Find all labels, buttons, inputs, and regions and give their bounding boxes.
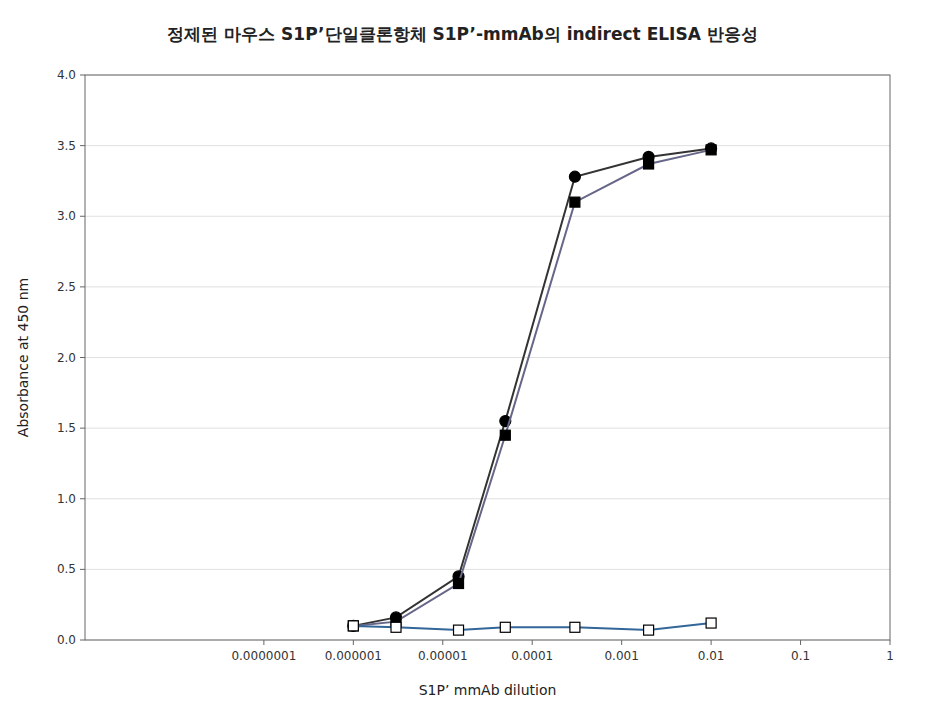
y-tick-label: 2.5 xyxy=(57,280,76,294)
y-tick-label: 0.0 xyxy=(57,633,76,647)
series-group xyxy=(348,143,717,635)
x-tick-label: 0.0000001 xyxy=(231,649,296,663)
data-point xyxy=(348,621,358,631)
y-tick xyxy=(80,145,85,146)
x-tick-label: 0.000001 xyxy=(325,649,382,663)
y-tick-label: 0.5 xyxy=(57,562,76,576)
data-point xyxy=(706,143,717,154)
x-tick-label: 1 xyxy=(886,649,894,663)
data-point xyxy=(348,621,358,631)
x-tick xyxy=(621,640,622,645)
series-line xyxy=(353,623,711,630)
grid xyxy=(85,75,890,640)
y-tick-label: 1.0 xyxy=(57,492,76,506)
y-tick-label: 2.0 xyxy=(57,351,76,365)
y-tick-label: 1.5 xyxy=(57,421,76,435)
grid-line xyxy=(85,145,890,146)
y-tick xyxy=(80,75,85,76)
x-tick-label: 0.001 xyxy=(604,649,638,663)
chart-svg: 정제된 마우스 S1P’단일클론항체 S1P’-mmAb의 indirect E… xyxy=(0,0,925,725)
data-point xyxy=(569,171,580,182)
y-axis-label: Absorbance at 450 nm xyxy=(15,278,31,437)
data-point xyxy=(391,622,401,632)
chart-container: 정제된 마우스 S1P’단일클론항체 S1P’-mmAb의 indirect E… xyxy=(0,0,925,725)
x-axis-label: S1P’ mmAb dilution xyxy=(419,682,557,698)
x-tick xyxy=(800,640,801,645)
data-point xyxy=(706,618,716,628)
grid-line xyxy=(85,286,890,287)
data-point xyxy=(454,579,464,589)
x-tick-label: 0.01 xyxy=(698,649,725,663)
plot-frame xyxy=(85,75,890,640)
data-point xyxy=(570,197,580,207)
data-point xyxy=(348,620,359,631)
x-tick xyxy=(711,640,712,645)
y-tick xyxy=(80,216,85,217)
data-point xyxy=(644,625,654,635)
title: 정제된 마우스 S1P’단일클론항체 S1P’-mmAb의 indirect E… xyxy=(167,24,757,44)
x-tick-label: 0.00001 xyxy=(418,649,468,663)
x-tick xyxy=(442,640,443,645)
y-tick xyxy=(80,569,85,570)
data-point xyxy=(454,625,464,635)
series-line xyxy=(353,148,711,625)
grid-line xyxy=(85,498,890,499)
y-tick-label: 4.0 xyxy=(57,68,76,82)
data-point xyxy=(706,145,716,155)
x-tick xyxy=(263,640,264,645)
y-tick xyxy=(80,286,85,287)
x-tick xyxy=(532,640,533,645)
data-point xyxy=(500,622,510,632)
data-point xyxy=(644,159,654,169)
data-point xyxy=(570,622,580,632)
y-tick xyxy=(80,357,85,358)
series-line xyxy=(353,150,711,626)
y-tick-label: 3.5 xyxy=(57,139,76,153)
y-tick xyxy=(80,498,85,499)
grid-line xyxy=(85,569,890,570)
x-tick xyxy=(353,640,354,645)
y-tick xyxy=(80,428,85,429)
grid-line xyxy=(85,428,890,429)
y-tick xyxy=(80,640,85,641)
x-tick-label: 0.0001 xyxy=(511,649,553,663)
grid-line xyxy=(85,357,890,358)
grid-line xyxy=(85,216,890,217)
x-tick-label: 0.1 xyxy=(791,649,810,663)
axes: 0.00000010.0000010.000010.00010.0010.010… xyxy=(57,68,894,663)
x-tick xyxy=(890,640,891,645)
y-tick-label: 3.0 xyxy=(57,209,76,223)
data-point xyxy=(500,430,510,440)
